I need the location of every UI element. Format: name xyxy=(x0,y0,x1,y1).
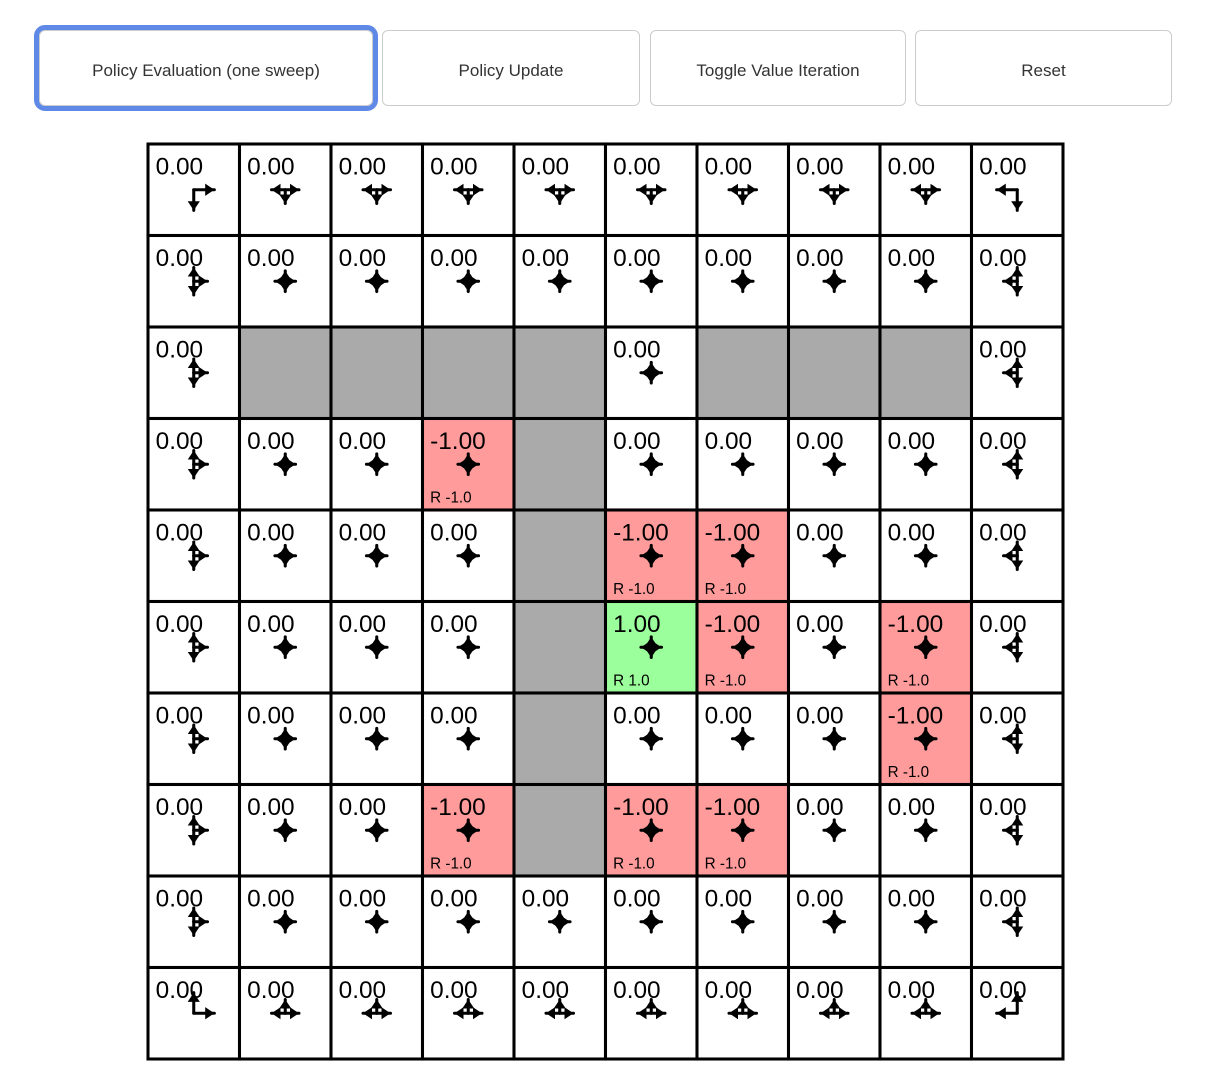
svg-text:0.00: 0.00 xyxy=(247,794,294,821)
svg-text:0.00: 0.00 xyxy=(155,703,202,730)
svg-text:0.00: 0.00 xyxy=(704,886,751,913)
svg-text:0.00: 0.00 xyxy=(887,886,934,913)
svg-text:0.00: 0.00 xyxy=(338,886,385,913)
svg-text:0.00: 0.00 xyxy=(887,154,934,181)
svg-text:0.00: 0.00 xyxy=(887,520,934,547)
svg-text:0.00: 0.00 xyxy=(979,794,1026,821)
svg-text:-1.00: -1.00 xyxy=(704,611,760,638)
svg-text:0.00: 0.00 xyxy=(247,154,294,181)
svg-text:0.00: 0.00 xyxy=(887,428,934,455)
svg-text:-1.00: -1.00 xyxy=(704,794,760,821)
svg-text:0.00: 0.00 xyxy=(430,520,477,547)
svg-text:0.00: 0.00 xyxy=(338,611,385,638)
svg-text:0.00: 0.00 xyxy=(247,245,294,272)
svg-text:-1.00: -1.00 xyxy=(887,611,943,638)
svg-text:0.00: 0.00 xyxy=(796,154,843,181)
svg-text:0.00: 0.00 xyxy=(338,977,385,1004)
svg-text:0.00: 0.00 xyxy=(979,886,1026,913)
svg-text:R -1.0: R -1.0 xyxy=(704,672,746,689)
svg-text:R -1.0: R -1.0 xyxy=(704,581,746,598)
svg-text:0.00: 0.00 xyxy=(430,886,477,913)
svg-text:0.00: 0.00 xyxy=(430,611,477,638)
svg-text:0.00: 0.00 xyxy=(613,337,660,364)
svg-text:0.00: 0.00 xyxy=(247,703,294,730)
svg-text:0.00: 0.00 xyxy=(887,794,934,821)
svg-text:0.00: 0.00 xyxy=(155,428,202,455)
svg-text:0.00: 0.00 xyxy=(796,611,843,638)
svg-text:0.00: 0.00 xyxy=(338,520,385,547)
svg-text:0.00: 0.00 xyxy=(155,794,202,821)
svg-text:0.00: 0.00 xyxy=(430,245,477,272)
svg-text:0.00: 0.00 xyxy=(704,154,751,181)
svg-text:0.00: 0.00 xyxy=(704,245,751,272)
svg-text:0.00: 0.00 xyxy=(796,977,843,1004)
svg-text:0.00: 0.00 xyxy=(521,154,568,181)
svg-text:0.00: 0.00 xyxy=(155,520,202,547)
svg-text:0.00: 0.00 xyxy=(796,794,843,821)
svg-text:R -1.0: R -1.0 xyxy=(430,855,472,872)
svg-text:0.00: 0.00 xyxy=(796,520,843,547)
svg-text:0.00: 0.00 xyxy=(155,337,202,364)
svg-text:0.00: 0.00 xyxy=(979,154,1026,181)
svg-text:0.00: 0.00 xyxy=(796,886,843,913)
svg-text:R -1.0: R -1.0 xyxy=(613,581,655,598)
svg-text:R -1.0: R -1.0 xyxy=(430,489,472,506)
svg-text:0.00: 0.00 xyxy=(247,611,294,638)
svg-text:0.00: 0.00 xyxy=(155,245,202,272)
svg-text:0.00: 0.00 xyxy=(613,428,660,455)
svg-text:0.00: 0.00 xyxy=(887,245,934,272)
svg-text:R -1.0: R -1.0 xyxy=(613,855,655,872)
svg-text:0.00: 0.00 xyxy=(430,703,477,730)
svg-text:0.00: 0.00 xyxy=(979,428,1026,455)
svg-text:0.00: 0.00 xyxy=(155,886,202,913)
svg-text:-1.00: -1.00 xyxy=(704,520,760,547)
svg-text:1.00: 1.00 xyxy=(613,611,660,638)
svg-text:0.00: 0.00 xyxy=(247,977,294,1004)
svg-text:0.00: 0.00 xyxy=(979,520,1026,547)
svg-text:0.00: 0.00 xyxy=(796,703,843,730)
svg-text:R 1.0: R 1.0 xyxy=(613,672,649,689)
svg-text:-1.00: -1.00 xyxy=(613,520,669,547)
svg-text:0.00: 0.00 xyxy=(155,977,202,1004)
svg-text:R -1.0: R -1.0 xyxy=(887,764,929,781)
svg-text:0.00: 0.00 xyxy=(338,428,385,455)
svg-text:0.00: 0.00 xyxy=(338,245,385,272)
svg-text:0.00: 0.00 xyxy=(338,703,385,730)
svg-text:-1.00: -1.00 xyxy=(430,794,486,821)
svg-text:0.00: 0.00 xyxy=(796,245,843,272)
svg-text:0.00: 0.00 xyxy=(338,154,385,181)
svg-text:0.00: 0.00 xyxy=(979,611,1026,638)
svg-text:0.00: 0.00 xyxy=(613,703,660,730)
svg-text:0.00: 0.00 xyxy=(521,245,568,272)
svg-text:-1.00: -1.00 xyxy=(430,428,486,455)
svg-text:0.00: 0.00 xyxy=(979,337,1026,364)
svg-text:R -1.0: R -1.0 xyxy=(887,672,929,689)
svg-text:0.00: 0.00 xyxy=(979,245,1026,272)
svg-text:0.00: 0.00 xyxy=(521,977,568,1004)
svg-text:0.00: 0.00 xyxy=(247,886,294,913)
svg-text:0.00: 0.00 xyxy=(521,886,568,913)
svg-text:0.00: 0.00 xyxy=(613,245,660,272)
svg-text:0.00: 0.00 xyxy=(796,428,843,455)
svg-text:0.00: 0.00 xyxy=(887,977,934,1004)
svg-text:0.00: 0.00 xyxy=(155,611,202,638)
svg-text:0.00: 0.00 xyxy=(430,154,477,181)
svg-text:0.00: 0.00 xyxy=(704,977,751,1004)
svg-text:0.00: 0.00 xyxy=(155,154,202,181)
svg-text:-1.00: -1.00 xyxy=(887,703,943,730)
svg-text:0.00: 0.00 xyxy=(613,886,660,913)
svg-text:0.00: 0.00 xyxy=(430,977,477,1004)
svg-text:0.00: 0.00 xyxy=(613,154,660,181)
svg-text:0.00: 0.00 xyxy=(247,428,294,455)
svg-text:-1.00: -1.00 xyxy=(613,794,669,821)
svg-text:0.00: 0.00 xyxy=(247,520,294,547)
svg-text:0.00: 0.00 xyxy=(613,977,660,1004)
svg-text:R -1.0: R -1.0 xyxy=(704,855,746,872)
svg-text:0.00: 0.00 xyxy=(338,794,385,821)
svg-text:0.00: 0.00 xyxy=(704,428,751,455)
svg-text:0.00: 0.00 xyxy=(979,703,1026,730)
svg-text:0.00: 0.00 xyxy=(704,703,751,730)
svg-text:0.00: 0.00 xyxy=(979,977,1026,1004)
